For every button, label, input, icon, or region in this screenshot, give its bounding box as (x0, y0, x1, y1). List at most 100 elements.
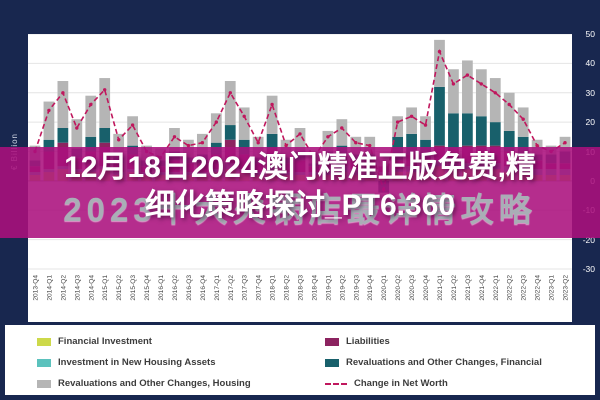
line-marker (354, 141, 358, 145)
promo-overlay-banner[interactable] (0, 147, 600, 238)
line-marker (395, 120, 400, 124)
line-marker (493, 91, 497, 95)
bar-segment (503, 130, 515, 152)
x-axis-label: 2016-Q3 (186, 275, 193, 301)
line-marker (326, 135, 330, 139)
line-marker (340, 126, 344, 130)
x-axis-label: 2015-Q2 (116, 275, 123, 301)
bar-segment (266, 133, 278, 149)
bar-segment (462, 113, 473, 146)
bar-segment (85, 136, 97, 152)
bar-segment (169, 128, 180, 152)
bar-segment (434, 86, 445, 146)
line-marker (298, 132, 302, 136)
y-tick-label: -30 (582, 264, 595, 274)
bar-segment (517, 107, 529, 137)
line-marker (47, 108, 51, 113)
bar-segment (266, 95, 278, 134)
x-axis-label: 2019-Q4 (367, 275, 374, 301)
x-axis-label: 2022-Q3 (521, 275, 528, 301)
x-axis-label: 2020-Q1 (381, 275, 388, 301)
x-axis-label: 2017-Q3 (242, 275, 249, 301)
x-axis-label: 2018-Q4 (311, 275, 318, 301)
legend-label: Liabilities (346, 336, 390, 347)
x-axis-label: 2014-Q4 (88, 275, 95, 301)
line-marker (479, 82, 483, 86)
legend-swatch-icon (37, 358, 51, 367)
x-axis-label: 2019-Q2 (339, 275, 346, 301)
bar-segment (434, 39, 445, 87)
x-axis-label: 2020-Q4 (423, 275, 430, 301)
line-marker (368, 143, 372, 148)
bar-segment (43, 139, 55, 152)
bar-segment (475, 69, 487, 117)
legend-column-left: Financial Investment Investment in New H… (37, 336, 325, 395)
line-marker (535, 143, 539, 148)
x-axis-label: 2020-Q2 (395, 275, 402, 301)
bar-segment (57, 81, 69, 128)
x-axis-label: 2021-Q1 (437, 275, 444, 301)
bar-segment (489, 122, 501, 146)
bar-segment (99, 78, 111, 128)
line-marker (507, 102, 511, 107)
legend-dashed-line-icon (325, 382, 347, 385)
legend-label: Revaluations and Other Changes, Financia… (346, 357, 542, 368)
y-tick-label: 40 (585, 58, 595, 68)
y-tick-label: 30 (585, 88, 595, 98)
line-marker (200, 141, 205, 145)
legend-column-right: Liabilities Revaluations and Other Chang… (325, 336, 542, 395)
x-axis-label: 2022-Q1 (493, 275, 500, 301)
x-axis-label: 2017-Q4 (256, 275, 263, 301)
bar-segment (489, 78, 501, 123)
line-marker (172, 135, 177, 139)
bar-segment (517, 136, 529, 155)
line-marker (75, 126, 79, 130)
line-marker (451, 82, 456, 86)
legend: Financial Investment Investment in New H… (5, 325, 595, 395)
x-axis-label: 2019-Q3 (353, 275, 360, 301)
line-marker (270, 102, 274, 107)
y-tick-label: 20 (585, 117, 595, 127)
legend-item-change-in-net-worth: Change in Net Worth (325, 378, 542, 389)
bar-segment (210, 113, 222, 143)
bar-segment (462, 60, 473, 114)
bar-segment (392, 116, 404, 137)
bar-segment (336, 119, 348, 146)
legend-item-revaluations-financial: Revaluations and Other Changes, Financia… (325, 357, 542, 368)
bar-segment (448, 113, 459, 149)
line-marker (117, 138, 121, 142)
y-tick-label: -20 (582, 235, 595, 245)
legend-item-new-housing-assets: Investment in New Housing Assets (37, 357, 325, 368)
legend-label: Financial Investment (58, 336, 152, 347)
x-axis-label: 2015-Q3 (130, 275, 137, 301)
promo-headline-line2: 细化策略探讨_PT6.360 (144, 189, 456, 223)
bar-segment (448, 69, 459, 114)
bar-segment (57, 128, 69, 143)
bar-segment (224, 125, 236, 140)
watermark-text: 2023十大火锅店最详情攻略 (63, 191, 537, 228)
x-axis-label: 2014-Q2 (60, 275, 67, 301)
x-axis-label: 2016-Q4 (200, 275, 207, 301)
x-axis-label: 2018-Q1 (270, 275, 277, 301)
legend-swatch-icon (325, 337, 339, 346)
bar-segment (475, 116, 487, 146)
x-axis-label: 2021-Q4 (479, 275, 486, 301)
x-axis-label: 2015-Q1 (102, 275, 109, 301)
bar-segment (406, 107, 417, 134)
bar-segment (406, 133, 417, 155)
x-axis-label: 2017-Q1 (214, 275, 221, 301)
bar-segment (99, 128, 111, 143)
legend-item-liabilities: Liabilities (325, 336, 542, 347)
x-axis-label: 2014-Q1 (46, 275, 53, 301)
line-marker (409, 114, 414, 119)
line-marker (242, 114, 246, 119)
line-marker (465, 73, 470, 77)
line-marker (186, 143, 191, 148)
x-axis-label: 2015-Q4 (144, 275, 151, 301)
line-marker (214, 120, 218, 124)
promo-headline[interactable]: 12月18日2024澳门精准正版免费,精 细化策略探讨_PT6.360 (0, 149, 600, 226)
bar-segment (294, 128, 306, 152)
bar-segment (113, 133, 125, 158)
bar-segment (322, 130, 334, 152)
